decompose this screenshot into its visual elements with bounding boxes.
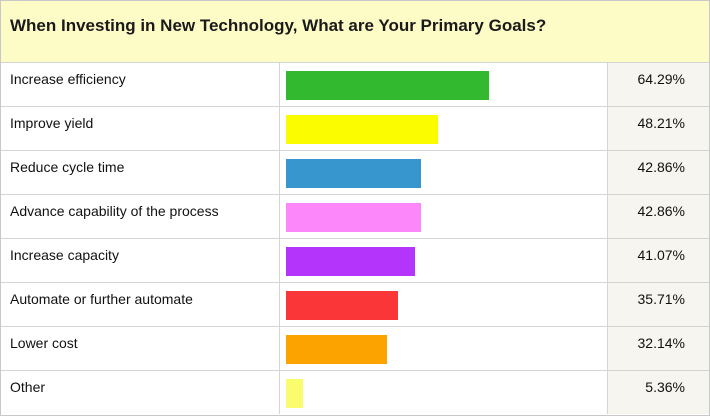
bar-cell <box>280 327 608 370</box>
value-cell: 32.14% <box>608 327 709 370</box>
category-cell: Increase capacity <box>1 239 280 282</box>
chart-row: Improve yield 48.21% <box>1 107 709 151</box>
category-cell: Advance capability of the process <box>1 195 280 238</box>
bar-cell <box>280 63 608 106</box>
category-label: Increase capacity <box>10 247 119 263</box>
chart-row: Increase efficiency 64.29% <box>1 63 709 107</box>
value-cell: 35.71% <box>608 283 709 326</box>
category-cell: Other <box>1 371 280 414</box>
chart-row: Increase capacity 41.07% <box>1 239 709 283</box>
category-cell: Lower cost <box>1 327 280 370</box>
bar <box>286 291 398 320</box>
bar-cell <box>280 371 608 414</box>
bar <box>286 115 438 144</box>
chart-row: Reduce cycle time 42.86% <box>1 151 709 195</box>
chart-rows: Increase efficiency 64.29% Improve yield 48… <box>1 63 709 414</box>
category-cell: Increase efficiency <box>1 63 280 106</box>
bar <box>286 379 303 408</box>
title-bar: When Investing in New Technology, What a… <box>1 1 709 63</box>
value-label: 64.29% <box>637 71 685 87</box>
category-label: Lower cost <box>10 335 78 351</box>
category-label: Reduce cycle time <box>10 159 125 175</box>
bar-cell <box>280 283 608 326</box>
bar-cell <box>280 107 608 150</box>
category-label: Automate or further automate <box>10 291 193 307</box>
bar-cell <box>280 195 608 238</box>
value-label: 42.86% <box>637 159 685 175</box>
bar <box>286 335 387 364</box>
bar <box>286 203 421 232</box>
value-cell: 5.36% <box>608 371 709 414</box>
category-label: Improve yield <box>10 115 94 131</box>
chart-row: Other 5.36% <box>1 371 709 414</box>
category-label: Advance capability of the process <box>10 203 219 219</box>
value-cell: 42.86% <box>608 195 709 238</box>
value-cell: 48.21% <box>608 107 709 150</box>
value-label: 48.21% <box>637 115 685 131</box>
value-cell: 42.86% <box>608 151 709 194</box>
value-label: 5.36% <box>645 379 685 395</box>
bar <box>286 159 421 188</box>
category-label: Increase efficiency <box>10 71 126 87</box>
chart-row: Lower cost 32.14% <box>1 327 709 371</box>
value-label: 42.86% <box>637 203 685 219</box>
chart-row: Automate or further automate 35.71% <box>1 283 709 327</box>
value-label: 32.14% <box>637 335 685 351</box>
bar <box>286 247 415 276</box>
chart-title: When Investing in New Technology, What a… <box>10 16 547 35</box>
category-cell: Improve yield <box>1 107 280 150</box>
category-cell: Automate or further automate <box>1 283 280 326</box>
value-label: 35.71% <box>637 291 685 307</box>
bar-cell <box>280 239 608 282</box>
value-cell: 64.29% <box>608 63 709 106</box>
bar <box>286 71 489 100</box>
category-label: Other <box>10 379 46 395</box>
chart-row: Advance capability of the process 42.86% <box>1 195 709 239</box>
value-label: 41.07% <box>637 247 685 263</box>
value-cell: 41.07% <box>608 239 709 282</box>
bar-cell <box>280 151 608 194</box>
category-cell: Reduce cycle time <box>1 151 280 194</box>
